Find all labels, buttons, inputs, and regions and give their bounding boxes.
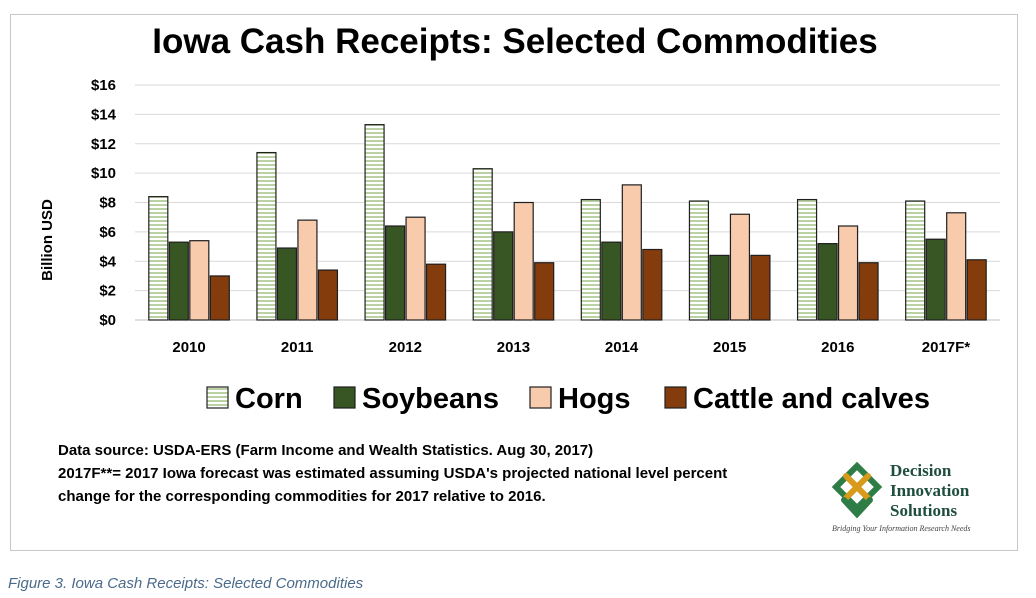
x-tick-label: 2012 <box>389 339 422 356</box>
bar-corn <box>256 151 277 321</box>
bar-cattle-and-calves <box>858 262 879 321</box>
bar-corn <box>580 198 601 321</box>
data-source-note: Data source: USDA-ERS (Farm Income and W… <box>58 442 594 459</box>
chart-title: Iowa Cash Receipts: Selected Commodities <box>152 22 878 61</box>
y-tick-label: $14 <box>91 106 117 123</box>
x-tick-label: 2011 <box>281 339 314 356</box>
bar-soybeans <box>817 243 838 321</box>
figure-caption: Figure 3. Iowa Cash Receipts: Selected C… <box>8 575 364 592</box>
legend-swatch <box>206 386 229 409</box>
bar-soybeans <box>168 241 189 321</box>
y-tick-label: $16 <box>91 77 116 94</box>
bar-soybeans <box>493 231 514 321</box>
legend-swatch <box>333 386 356 409</box>
bar-hogs <box>405 216 426 321</box>
bar-hogs <box>297 219 318 321</box>
legend-label: Corn <box>235 383 303 415</box>
logo-line1: Decision <box>890 461 952 480</box>
legend-label: Cattle and calves <box>693 383 930 415</box>
bar-cattle-and-calves <box>642 248 663 321</box>
bar-soybeans <box>925 238 946 321</box>
bar-hogs <box>513 201 534 321</box>
forecast-note-line2: change for the corresponding commodities… <box>58 488 546 505</box>
y-tick-label: $0 <box>99 312 116 329</box>
knot-logo-icon <box>831 461 883 519</box>
logo-tagline: Bridging Your Information Research Needs <box>832 524 971 533</box>
x-tick-label: 2015 <box>713 339 746 356</box>
legend-label: Hogs <box>558 383 631 415</box>
bar-corn <box>364 124 385 321</box>
company-logo: Decision Innovation Solutions Bridging Y… <box>822 458 1022 538</box>
y-tick-label: $10 <box>91 165 116 182</box>
y-tick-label: $2 <box>99 283 116 300</box>
bar-cattle-and-calves <box>534 262 555 321</box>
x-tick-label: 2016 <box>821 339 854 356</box>
bar-cattle-and-calves <box>317 269 339 321</box>
bar-corn <box>148 196 169 321</box>
logo-line2: Innovation <box>890 481 970 500</box>
bar-hogs <box>837 225 859 321</box>
bar-corn <box>472 168 493 321</box>
bar-soybeans <box>601 241 622 321</box>
y-tick-label: $12 <box>91 136 116 153</box>
x-tick-label: 2017F* <box>922 339 971 356</box>
bar-cattle-and-calves <box>966 259 987 321</box>
y-tick-label: $4 <box>99 253 116 270</box>
legend-label: Soybeans <box>362 383 499 415</box>
bar-soybeans <box>384 225 406 321</box>
legend-swatch <box>664 386 687 409</box>
legend-swatch <box>529 386 552 409</box>
y-axis-label: Billion USD <box>39 199 56 281</box>
bar-hogs <box>621 184 642 321</box>
bar-corn <box>688 200 710 321</box>
x-tick-label: 2013 <box>497 339 530 356</box>
forecast-note-line1: 2017F**= 2017 Iowa forecast was estimate… <box>58 465 728 482</box>
bar-soybeans <box>276 247 298 321</box>
bar-cattle-and-calves <box>209 275 230 321</box>
x-tick-label: 2010 <box>172 339 205 356</box>
logo-line3: Solutions <box>890 501 958 520</box>
bar-hogs <box>729 213 751 321</box>
bar-corn <box>796 198 818 321</box>
bar-cattle-and-calves <box>750 254 771 321</box>
bar-soybeans <box>709 254 730 321</box>
bar-hogs <box>189 240 210 321</box>
bar-corn <box>905 200 926 321</box>
bar-hogs <box>946 212 967 321</box>
bar-cattle-and-calves <box>425 263 447 321</box>
x-tick-label: 2014 <box>605 339 639 356</box>
y-tick-label: $8 <box>99 195 116 212</box>
y-tick-label: $6 <box>99 224 116 241</box>
